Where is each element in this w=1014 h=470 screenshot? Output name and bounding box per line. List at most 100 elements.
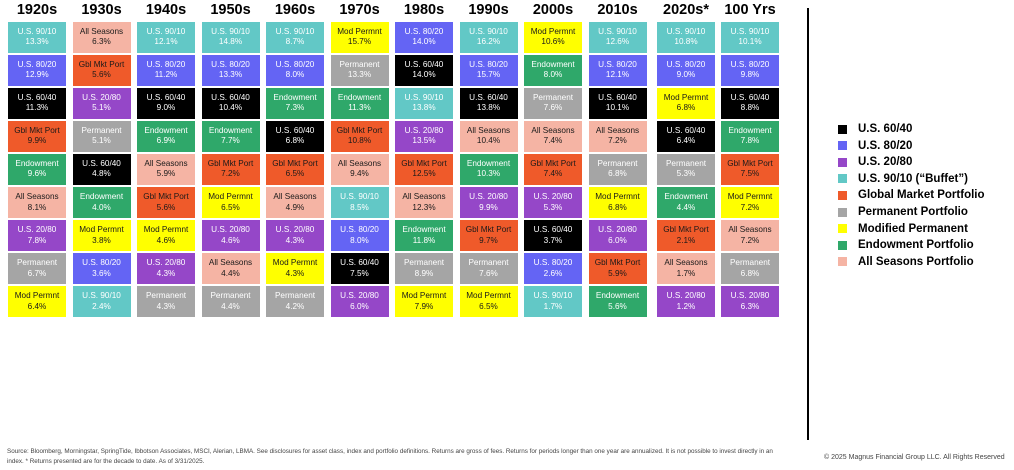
return-value: 8.5% [350, 203, 369, 214]
return-unit: % [168, 268, 176, 278]
return-unit: % [103, 169, 111, 179]
return-value: 7.3% [286, 103, 305, 114]
return-cell: U.S. 60/40 10.1% [588, 87, 647, 119]
decade-header: 1990s [468, 2, 509, 18]
portfolio-label: U.S. 80/20 [469, 59, 508, 69]
return-number: 6.0 [350, 301, 362, 311]
portfolio-label: U.S. 80/20 [275, 59, 315, 69]
return-number: 3.6 [92, 268, 104, 278]
portfolio-label: Permanent [145, 291, 187, 301]
portfolio-label: Endowment [595, 291, 640, 301]
return-cell: Mod Permnt 6.5% [201, 187, 260, 218]
return-unit: % [39, 301, 47, 311]
return-value: 10.4% [219, 103, 242, 114]
return-value: 9.0% [677, 70, 696, 81]
return-cell: U.S. 80/20 12.1% [588, 54, 647, 86]
portfolio-label: Endowment [15, 158, 59, 168]
return-cell: Permanent 4.4% [201, 286, 260, 318]
return-unit: % [39, 136, 47, 146]
legend-swatch [838, 190, 847, 200]
return-value: 7.8% [741, 136, 760, 147]
return-unit: % [297, 136, 305, 146]
legend-label: U.S. 20/80 [858, 156, 913, 169]
return-cell: Gbl Mkt Port 5.6% [137, 187, 195, 218]
return-value: 9.9% [28, 136, 47, 147]
return-unit: % [754, 37, 762, 46]
return-cell: U.S. 60/40 10.4% [201, 87, 260, 119]
return-unit: % [555, 301, 563, 311]
return-cell: Gbl Mkt Port 12.5% [395, 153, 453, 185]
return-value: 9.8% [741, 70, 760, 81]
return-cell: Endowment 5.6% [588, 286, 647, 318]
portfolio-label: U.S. 60/40 [598, 92, 637, 102]
decade-header: 1920s [16, 2, 58, 18]
return-number: 1.7 [543, 301, 556, 311]
portfolio-label: All Seasons [273, 192, 317, 201]
return-unit: % [492, 37, 501, 46]
return-unit: % [752, 169, 760, 179]
return-number: 6.8 [676, 103, 689, 113]
return-unit: % [621, 70, 630, 80]
portfolio-label: Endowment [208, 125, 253, 135]
return-value: 10.4% [477, 136, 500, 147]
return-number: 2.1 [676, 235, 689, 245]
return-unit: % [103, 136, 111, 146]
return-unit: % [232, 268, 240, 278]
portfolio-label: Mod Permnt [79, 225, 124, 235]
return-unit: % [688, 103, 696, 113]
return-number: 4.2 [285, 301, 298, 311]
legend-label: Permanent Portfolio [858, 206, 968, 218]
legend-swatch [838, 224, 847, 234]
return-number: 12.9 [25, 70, 42, 80]
return-number: 10.8 [674, 37, 691, 46]
return-number: 4.4 [221, 268, 233, 278]
return-number: 11.3 [348, 103, 364, 113]
return-cell: Gbl Mkt Port 5.9% [588, 253, 647, 285]
portfolio-label: U.S. 90/10 [404, 92, 444, 102]
return-number: 6.8 [285, 136, 298, 146]
return-cell: U.S. 80/20 13.3% [201, 54, 260, 86]
portfolio-label: All Seasons [531, 125, 575, 135]
portfolio-label: U.S. 80/20 [340, 225, 379, 235]
legend-swatch [838, 240, 847, 250]
return-value: 5.6% [608, 302, 627, 313]
return-number: 10.3 [476, 169, 493, 179]
portfolio-label: U.S. 90/10 [469, 26, 508, 36]
return-cell: U.S. 60/40 8.8% [721, 87, 779, 119]
portfolio-label: U.S. 60/40 [666, 125, 706, 135]
return-unit: % [232, 136, 240, 146]
return-number: 5.6 [92, 70, 104, 80]
return-unit: % [426, 301, 434, 311]
portfolio-label: U.S. 60/40 [533, 225, 573, 235]
return-cell: U.S. 20/80 4.3% [266, 220, 324, 252]
return-number: 12.1 [154, 37, 171, 46]
return-cell: Permanent 4.2% [266, 286, 324, 318]
return-unit: % [555, 103, 563, 113]
return-unit: % [619, 301, 627, 311]
return-unit: % [361, 268, 369, 278]
return-unit: % [690, 37, 698, 46]
return-cell: U.S. 90/10 16.2% [459, 21, 518, 53]
return-unit: % [619, 136, 627, 146]
return-unit: % [426, 268, 434, 278]
return-number: 4.6 [156, 235, 169, 245]
return-value: 3.7% [544, 236, 563, 247]
return-number: 6.8 [608, 169, 620, 179]
return-value: 5.6% [92, 70, 111, 81]
return-number: 7.2 [740, 235, 753, 245]
return-unit: % [428, 70, 436, 80]
return-cell: U.S. 20/80 5.1% [72, 87, 131, 119]
portfolio-label: Permanent [403, 258, 445, 268]
portfolio-label: U.S. 80/20 [82, 258, 121, 268]
legend-item: Permanent Portfolio [838, 204, 968, 220]
return-cell: Endowment 7.7% [201, 120, 260, 152]
decade-header: 1950s [210, 2, 251, 18]
return-value: 4.6% [157, 236, 176, 247]
return-cell: Endowment 11.3% [330, 87, 389, 119]
return-value: 7.5% [350, 269, 369, 280]
return-cell: U.S. 20/80 9.9% [459, 187, 518, 218]
return-number: 8.9 [414, 268, 427, 278]
return-cell: Mod Permnt 7.9% [395, 286, 453, 318]
portfolio-label: U.S. 90/10 [82, 291, 121, 301]
